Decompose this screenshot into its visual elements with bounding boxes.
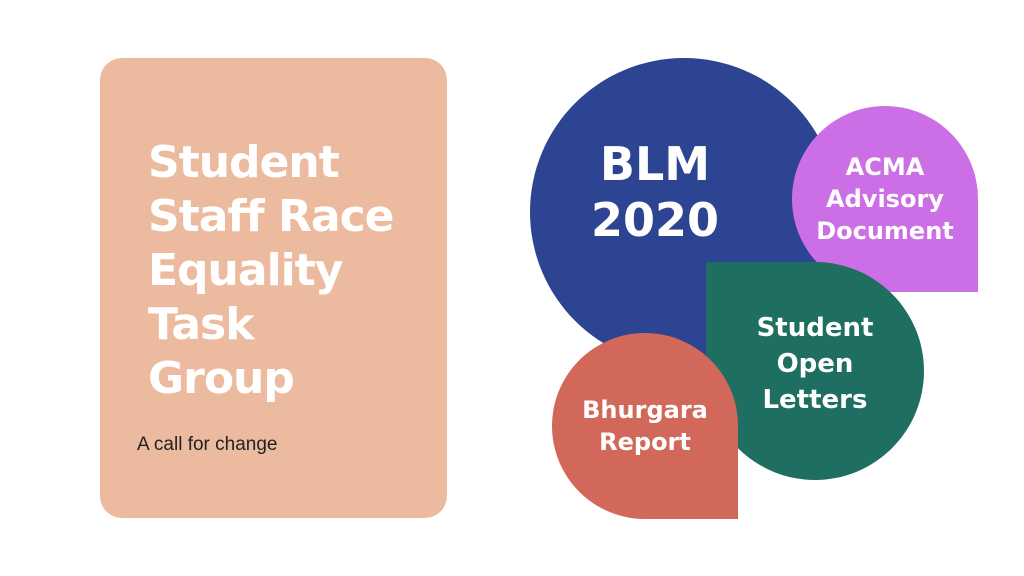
title-line: Task <box>148 299 254 350</box>
bhurgara-line: Report <box>599 428 691 456</box>
card-title: Student Staff Race Equality Task Group <box>148 136 438 406</box>
acma-advisory-shape: ACMA Advisory Document <box>792 106 978 292</box>
title-line: Equality <box>148 245 343 296</box>
student-open-letters-shape: Student Open Letters <box>706 262 924 480</box>
acma-line: Advisory <box>826 185 944 213</box>
title-line: Student <box>148 137 340 188</box>
title-line: Group <box>148 353 295 404</box>
title-line: Staff Race <box>148 191 395 242</box>
card-subtitle: A call for change <box>137 434 278 455</box>
blm-label: BLM <box>599 137 711 191</box>
letters-line: Student <box>756 313 874 343</box>
letters-line: Letters <box>762 385 868 415</box>
title-card: Student Staff Race Equality Task Group A… <box>100 58 447 518</box>
bhurgara-report-shape: Bhurgara Report <box>552 333 738 519</box>
acma-line: Document <box>816 217 954 245</box>
blm-2020-circle: BLM 2020 <box>530 58 838 366</box>
blm-year: 2020 <box>590 193 720 247</box>
bhurgara-line: Bhurgara <box>582 396 708 424</box>
letters-line: Open <box>776 349 854 379</box>
acma-line: ACMA <box>845 153 925 181</box>
